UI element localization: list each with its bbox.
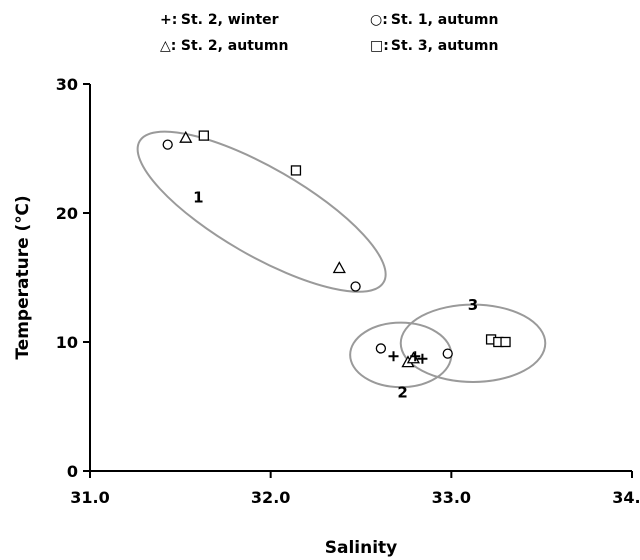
circle-marker xyxy=(375,343,387,354)
y-tick-label: 0 xyxy=(67,462,78,481)
legend-entry-st1-autumn: ○: St. 1, autumn xyxy=(370,12,498,28)
square-marker xyxy=(198,130,209,141)
x-tick-label: 31.0 xyxy=(70,488,109,507)
group-ellipse xyxy=(399,303,547,383)
y-tick-label: 30 xyxy=(56,75,78,94)
legend-symbol: ○: xyxy=(370,12,388,28)
triangle-marker xyxy=(179,130,193,143)
y-tick-label: 20 xyxy=(56,204,78,223)
legend-label: St. 3, autumn xyxy=(390,38,499,54)
data-points xyxy=(162,130,511,368)
legend-label: St. 2, winter xyxy=(180,12,279,28)
legend-entry-st3-autumn: □: St. 3, autumn xyxy=(370,38,498,54)
plus-marker xyxy=(410,351,421,362)
group-label: 3 xyxy=(468,296,478,314)
group-label: 2 xyxy=(397,383,407,401)
x-tick-label: 32.0 xyxy=(251,488,290,507)
group-label: 1 xyxy=(193,189,203,207)
triangle-marker xyxy=(406,351,420,364)
circle-marker xyxy=(442,348,453,359)
legend-label: St. 1, autumn xyxy=(390,12,499,28)
legend-entry-st2-autumn: △: St. 2, autumn xyxy=(160,38,288,54)
plus-marker xyxy=(417,353,428,364)
plus-marker xyxy=(388,351,399,362)
legend-label: St. 2, autumn xyxy=(180,38,289,54)
legend-symbol: △: xyxy=(160,38,177,54)
legend-symbol: □: xyxy=(370,38,389,54)
circle-marker xyxy=(162,139,173,150)
x-axis-title: Salinity xyxy=(325,538,398,558)
y-axis-title: Temperature (℃) xyxy=(13,195,33,359)
axis-ticks: 31.0 32.0 33.0 34.0 0 10 20 30 xyxy=(56,75,640,507)
triangle-marker xyxy=(332,261,346,274)
square-marker xyxy=(500,336,511,348)
circle-marker xyxy=(350,281,361,292)
y-tick-label: 10 xyxy=(56,333,78,352)
group-ellipses: 1 2 3 xyxy=(136,130,547,401)
group-ellipse xyxy=(136,130,387,293)
x-tick-label: 34.0 xyxy=(612,488,640,507)
legend-entry-st2-winter: +: St. 2, winter xyxy=(160,12,279,28)
legend-symbol: +: xyxy=(160,12,178,28)
square-marker xyxy=(290,165,302,176)
x-tick-label: 33.0 xyxy=(432,488,471,507)
